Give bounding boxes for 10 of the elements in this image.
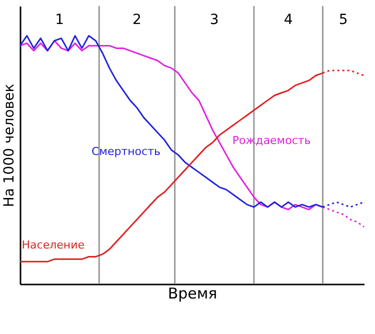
x-axis-title: Время [168,284,218,302]
y-axis-title: На 1000 человек [2,84,18,208]
series-label: Население [22,238,85,252]
text: 2 [132,12,142,28]
series-label: Рождаемость [232,134,311,147]
text: 5 [338,12,348,28]
text: 4 [284,12,293,28]
text: 1 [55,12,64,28]
text: 3 [210,12,219,28]
series-label: Смертность [91,145,160,158]
